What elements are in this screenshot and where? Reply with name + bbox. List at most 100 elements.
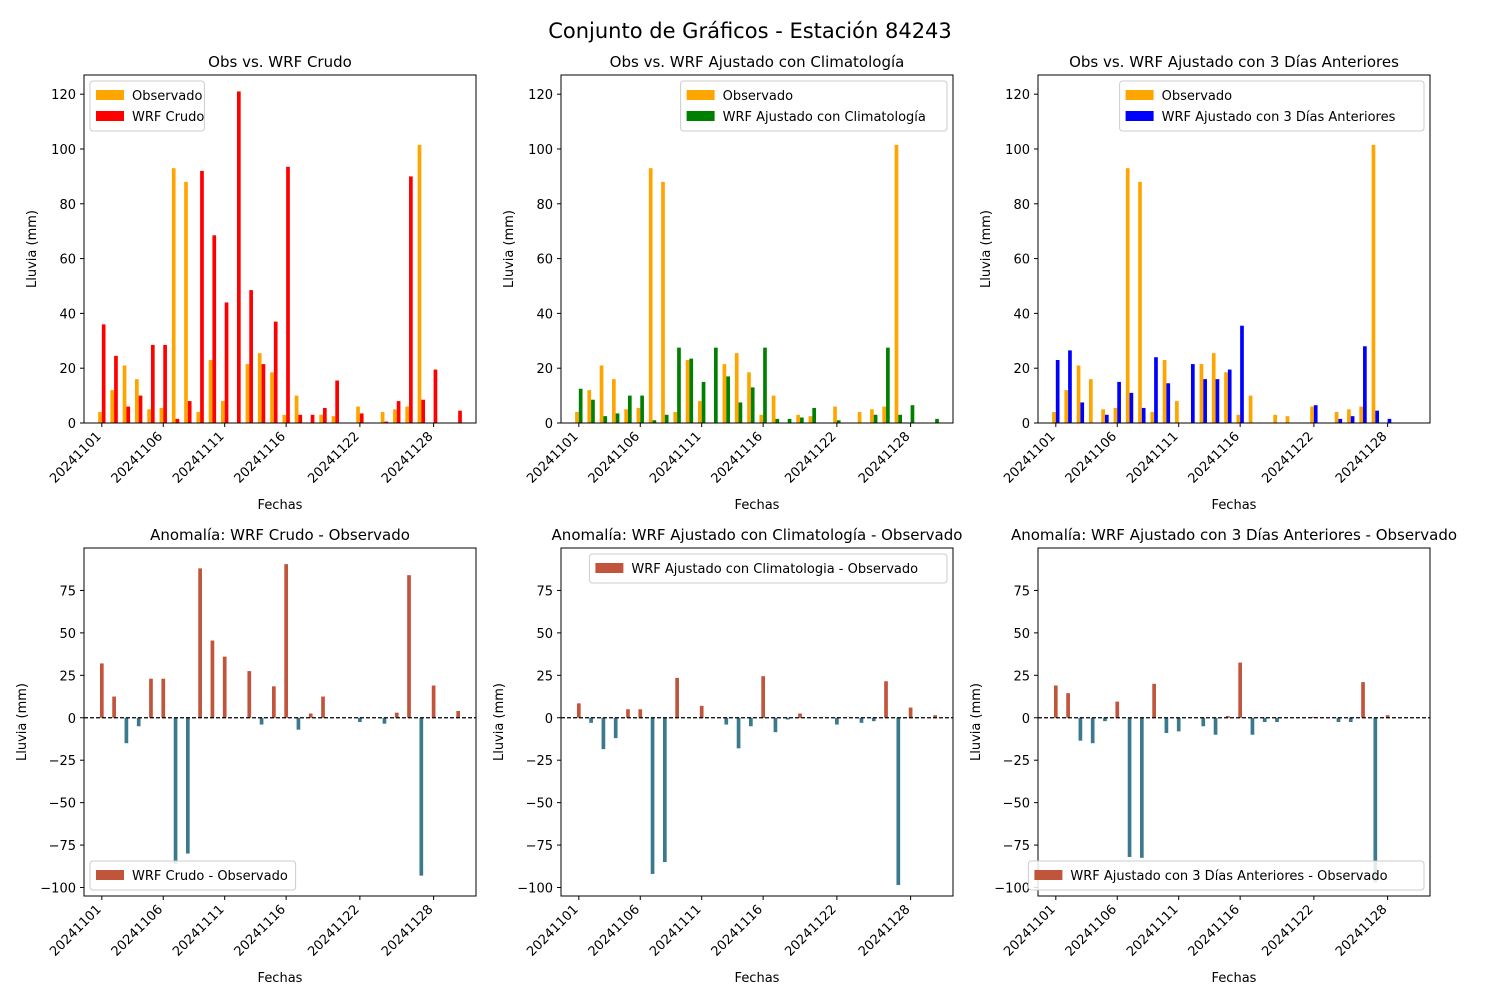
- bar: [1238, 662, 1242, 718]
- bar: [812, 407, 816, 423]
- bar: [124, 717, 129, 744]
- legend-box: [1027, 860, 1425, 891]
- bar: [664, 414, 669, 423]
- axes-frame: [83, 74, 477, 424]
- bar: [859, 717, 864, 723]
- y-tick-label: 40: [59, 307, 76, 322]
- bar: [294, 395, 299, 423]
- x-tick-label: 20241101: [524, 902, 581, 959]
- legend-label: WRF Crudo - Observado: [132, 869, 288, 884]
- x-axis-label: Fechas: [1212, 498, 1257, 513]
- legend-box: [89, 860, 297, 891]
- x-tick-label: 20241122: [305, 429, 362, 486]
- bar: [935, 418, 939, 423]
- y-tick-label: 75: [1013, 584, 1030, 599]
- bar: [405, 406, 410, 423]
- x-tick-label: 20241106: [1063, 429, 1120, 486]
- bar: [750, 387, 755, 423]
- bar: [323, 407, 327, 423]
- bar: [1127, 717, 1132, 857]
- bar: [163, 344, 167, 423]
- bar: [726, 376, 730, 423]
- panel-title: Obs vs. WRF Ajustado con 3 Días Anterior…: [1069, 53, 1399, 71]
- y-axis-label: Lluvia (mm): [979, 210, 994, 288]
- bar: [1117, 381, 1121, 423]
- y-tick-label: 100: [51, 143, 76, 158]
- bar: [196, 412, 201, 423]
- bar: [1240, 325, 1244, 423]
- bar: [1334, 412, 1339, 423]
- bar: [394, 712, 399, 718]
- y-tick-label: 60: [536, 253, 553, 268]
- bar: [591, 399, 595, 423]
- bar: [224, 302, 229, 423]
- y-tick-label: 25: [59, 669, 76, 684]
- x-tick-label: 20241116: [232, 429, 289, 486]
- bar: [871, 717, 876, 722]
- bar: [1176, 717, 1181, 732]
- bar: [393, 409, 397, 423]
- bar: [1375, 410, 1380, 423]
- x-tick-label: 20241101: [524, 429, 581, 486]
- bar: [138, 395, 143, 423]
- x-tick-label: 20241116: [709, 429, 766, 486]
- bar: [578, 388, 583, 423]
- bar: [1129, 392, 1134, 423]
- bar: [1359, 406, 1364, 423]
- x-tick-label: 20241106: [1063, 902, 1120, 959]
- y-tick-label: 40: [536, 307, 553, 322]
- y-tick-label: −75: [49, 839, 76, 854]
- legend-swatch: [1034, 870, 1063, 880]
- bar: [247, 671, 252, 718]
- bar: [222, 656, 227, 718]
- legend-swatch: [1125, 90, 1154, 100]
- bar: [1078, 717, 1083, 741]
- legend-swatch: [96, 90, 124, 100]
- bar: [836, 420, 841, 423]
- bar: [396, 401, 401, 423]
- bar: [421, 399, 426, 423]
- bar: [636, 407, 641, 423]
- bar: [384, 421, 389, 423]
- bar: [833, 406, 837, 423]
- bar: [1248, 395, 1253, 423]
- y-tick-label: 120: [1005, 88, 1030, 103]
- bar: [1064, 390, 1069, 423]
- legend: WRF Crudo - Observado: [89, 860, 297, 891]
- bar: [615, 413, 620, 423]
- x-tick-label: 20241116: [709, 902, 766, 959]
- bar: [458, 410, 462, 423]
- y-tick-label: 120: [51, 88, 76, 103]
- figure-title: Conjunto de Gráficos - Estación 84243: [548, 19, 952, 43]
- y-axis-label: Lluvia (mm): [969, 683, 984, 761]
- bar: [407, 575, 411, 718]
- legend: Observado WRF Ajustado con Climatología: [680, 80, 948, 132]
- legend-label: WRF Ajustado con 3 Días Anteriores - Obs…: [1070, 869, 1387, 884]
- bar: [135, 379, 139, 423]
- bar: [677, 347, 681, 423]
- bar: [736, 717, 741, 749]
- y-tick-label: −25: [1003, 754, 1030, 769]
- bar: [382, 717, 387, 724]
- x-tick-label: 20241111: [1124, 429, 1181, 486]
- bar: [101, 324, 106, 423]
- x-tick-label: 20241122: [1259, 902, 1316, 959]
- legend-swatch: [686, 90, 715, 100]
- bar: [310, 414, 315, 423]
- bar: [1066, 693, 1070, 718]
- bar: [409, 176, 413, 423]
- bar: [212, 235, 217, 423]
- bar: [456, 710, 461, 718]
- bar: [298, 414, 303, 423]
- axes-frame: [1037, 74, 1431, 424]
- bar: [722, 364, 727, 423]
- bar: [1227, 369, 1232, 423]
- bar: [738, 402, 743, 423]
- bar: [576, 703, 581, 718]
- bar: [136, 717, 141, 727]
- bar: [638, 709, 643, 718]
- bar: [1052, 412, 1056, 423]
- bar: [1213, 717, 1218, 735]
